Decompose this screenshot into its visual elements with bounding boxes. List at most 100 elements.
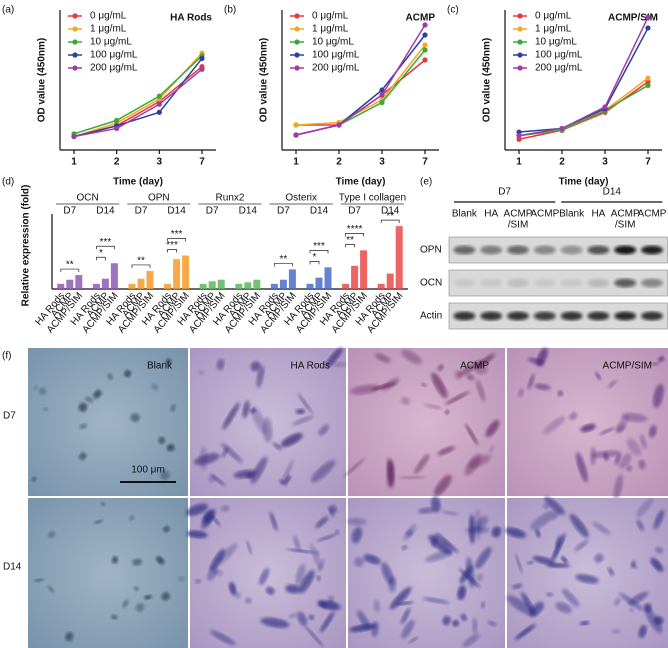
cell — [428, 534, 453, 555]
blot-band — [507, 245, 529, 255]
cell — [286, 548, 315, 554]
blot-band — [480, 311, 503, 321]
legend-label: 1 μg/mL — [312, 24, 349, 35]
series-line — [518, 27, 649, 133]
cell — [532, 556, 556, 565]
cell — [628, 591, 649, 606]
cell — [34, 578, 44, 582]
legend-marker — [517, 13, 523, 19]
day-label: D7 — [498, 187, 511, 198]
cell — [48, 531, 56, 539]
cell — [318, 601, 328, 608]
cell — [315, 516, 329, 529]
cell — [555, 535, 561, 549]
cell — [535, 528, 541, 538]
column-label: HA Rods — [291, 361, 330, 372]
cell — [512, 583, 523, 589]
day-label: D14 — [603, 187, 622, 198]
cell — [527, 373, 535, 390]
bar — [137, 278, 145, 289]
bar — [182, 255, 190, 289]
cell — [472, 617, 478, 634]
cell — [156, 556, 165, 565]
cell — [468, 514, 476, 544]
cell — [435, 532, 459, 553]
series-line — [518, 84, 649, 137]
cell — [561, 588, 580, 607]
lane-label: ACMP — [611, 209, 640, 220]
cell — [401, 619, 415, 639]
cell — [643, 603, 652, 613]
cell — [514, 624, 536, 640]
lane-label: HA — [484, 209, 498, 220]
cell — [132, 558, 143, 566]
significance-bracket — [309, 261, 320, 265]
x-tick-label: 3 — [157, 157, 163, 168]
legend-label: 1 μg/mL — [535, 24, 572, 35]
cell — [217, 543, 238, 565]
significance-bracket — [274, 263, 293, 267]
blot-band — [507, 278, 529, 288]
data-point — [645, 82, 651, 88]
cell — [614, 453, 621, 465]
cell — [343, 458, 365, 478]
data-point — [645, 25, 651, 31]
panel-label: (d) — [2, 177, 14, 188]
cell — [527, 357, 545, 365]
blot-band — [614, 311, 637, 321]
bar — [324, 267, 332, 289]
legend-marker — [72, 39, 78, 45]
bar — [235, 283, 243, 289]
cell — [626, 465, 633, 472]
cell — [135, 603, 145, 612]
cell — [314, 549, 321, 556]
significance-label: *** — [166, 240, 178, 251]
data-point — [199, 66, 205, 72]
cell — [505, 527, 527, 539]
cell — [220, 505, 230, 512]
cell — [648, 424, 657, 438]
cell — [166, 444, 175, 452]
legend-label: 10 μg/mL — [535, 37, 577, 48]
significance-label: *** — [171, 229, 183, 240]
cell — [122, 599, 129, 608]
cell — [424, 403, 442, 410]
cell — [207, 565, 218, 581]
significance-label: **** — [347, 224, 363, 235]
data-point — [156, 93, 162, 99]
cell — [94, 519, 103, 524]
cell — [599, 427, 615, 435]
data-point — [422, 22, 428, 28]
bar — [92, 283, 100, 289]
y-axis-label: Relative expression (fold) — [21, 185, 32, 307]
lane-label: Blank — [559, 209, 585, 220]
cell — [442, 511, 459, 516]
cell — [210, 474, 226, 486]
x-tick-label: 2 — [336, 157, 342, 168]
cell — [297, 611, 308, 626]
cell — [178, 576, 185, 582]
bar — [164, 283, 172, 289]
cell — [543, 503, 549, 510]
x-tick-label: 7 — [422, 157, 428, 168]
cell — [317, 558, 325, 572]
legend-label: 200 μg/mL — [90, 63, 138, 74]
data-point — [71, 133, 77, 140]
cell — [100, 502, 106, 506]
cell — [475, 379, 486, 402]
cell — [43, 407, 48, 412]
cell — [318, 424, 330, 436]
lane-label: ACMP — [530, 209, 559, 220]
cell — [373, 599, 381, 613]
cell — [107, 373, 113, 380]
group-label: Type I collagen — [339, 193, 406, 204]
bar — [351, 265, 359, 289]
x-tick-label: 3 — [379, 157, 385, 168]
column-label: ACMP — [460, 361, 489, 372]
legend-label: 200 μg/mL — [312, 63, 360, 74]
x-tick-label: 1 — [516, 157, 522, 168]
data-point — [602, 104, 608, 110]
data-point — [516, 129, 522, 135]
legend-marker — [72, 65, 78, 71]
legend-label: 10 μg/mL — [312, 37, 354, 48]
